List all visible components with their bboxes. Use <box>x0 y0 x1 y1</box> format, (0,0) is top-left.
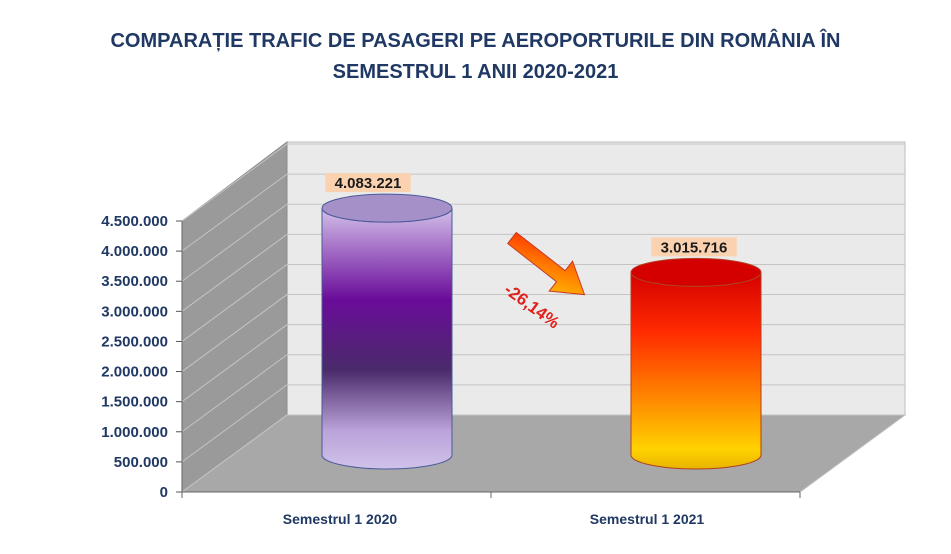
y-tick-label: 3.000.000 <box>101 303 168 320</box>
grid-line <box>181 143 905 222</box>
x-axis: Semestrul 1 2020 Semestrul 1 2021 <box>181 491 801 527</box>
value-label-background <box>651 237 737 257</box>
chart-title: COMPARAȚIE TRAFIC DE PASAGERI PE AEROPOR… <box>0 26 951 88</box>
category-label: Semestrul 1 2021 <box>590 511 705 527</box>
y-tick-label: 4.500.000 <box>101 213 168 230</box>
y-tick-label: 1.500.000 <box>101 394 168 411</box>
bar-2: 3.015.716 <box>630 237 762 470</box>
value-label: 4.083.221 <box>335 175 402 192</box>
bar-top <box>630 257 762 287</box>
grid-line <box>181 203 905 282</box>
y-tick-label: 2.500.000 <box>101 333 168 350</box>
y-tick-label: 500.000 <box>114 454 168 471</box>
y-tick-label: 4.000.000 <box>101 243 168 260</box>
category-label: Semestrul 1 2020 <box>283 511 398 527</box>
chart-title-line-1: COMPARAȚIE TRAFIC DE PASAGERI PE AEROPOR… <box>110 30 841 52</box>
floor <box>180 414 907 493</box>
value-label: 3.015.716 <box>661 239 728 256</box>
grid-line <box>181 233 905 312</box>
y-tick-label: 2.000.000 <box>101 364 168 381</box>
decrease-arrow <box>506 231 586 296</box>
decrease-arrow-shape <box>506 231 586 296</box>
y-axis: 0 500.000 1.000.000 1.500.000 2.000.000 2.500… <box>101 213 183 501</box>
chart-title-line-2: SEMESTRUL 1 ANII 2020-2021 <box>332 61 619 83</box>
bar-body <box>321 208 453 470</box>
bars: 4.083.221 3.015.716 <box>321 173 762 470</box>
y-tick-label: 0 <box>160 484 168 501</box>
y-tick-label: 3.500.000 <box>101 273 168 290</box>
bar-body <box>630 272 762 470</box>
y-tick-label: 1.000.000 <box>101 424 168 441</box>
value-label-background <box>325 173 411 193</box>
grid-line <box>181 173 905 252</box>
bar-top <box>321 193 453 223</box>
bar-1: 4.083.221 <box>321 173 453 470</box>
